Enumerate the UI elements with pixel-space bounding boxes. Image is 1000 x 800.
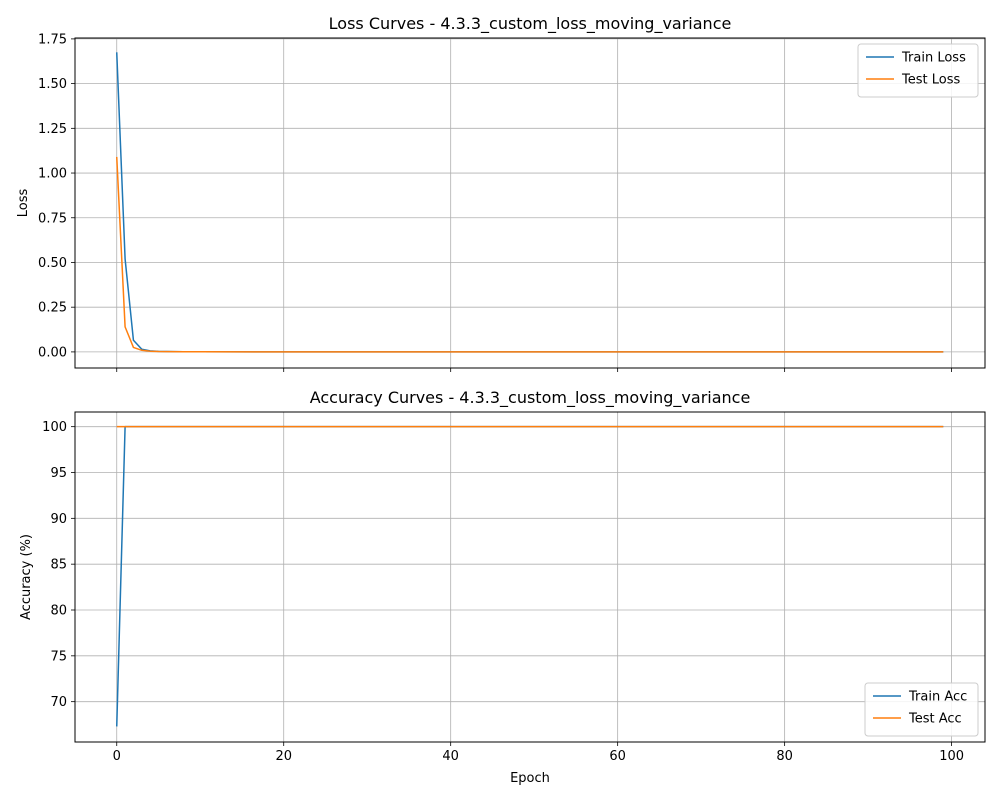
y-axis-label: Accuracy (%) xyxy=(19,534,34,620)
legend-label-1: Test Acc xyxy=(908,712,962,727)
chart-title: Loss Curves - 4.3.3_custom_loss_moving_v… xyxy=(329,14,732,34)
y-tick-label: 70 xyxy=(50,695,67,710)
x-tick-label: 40 xyxy=(442,749,459,764)
y-tick-label: 1.50 xyxy=(38,77,67,92)
series-line-1 xyxy=(115,156,944,353)
y-tick-label: 75 xyxy=(50,649,67,664)
y-tick-label: 0.75 xyxy=(38,211,67,226)
legend-label-0: Train Loss xyxy=(901,51,966,66)
x-tick-label: 100 xyxy=(939,749,964,764)
y-tick-label: 0.50 xyxy=(38,256,67,271)
y-tick-label: 95 xyxy=(50,466,67,481)
x-tick-label: 0 xyxy=(113,749,121,764)
y-tick-label: 0.25 xyxy=(38,301,67,316)
axes-frame xyxy=(74,411,986,743)
legend-label-0: Train Acc xyxy=(908,690,967,705)
x-tick-label: 60 xyxy=(609,749,626,764)
y-tick-label: 90 xyxy=(50,512,67,527)
y-axis-label: Loss xyxy=(16,189,31,218)
legend-label-1: Test Loss xyxy=(901,73,960,88)
axes-frame xyxy=(74,37,986,369)
x-tick-label: 80 xyxy=(776,749,793,764)
y-tick-label: 100 xyxy=(42,420,67,435)
y-tick-label: 80 xyxy=(50,604,67,619)
accuracy-chart: 0 20 40 60 80 100 70 75 80 85 90 95 100 Accuracy Curv… xyxy=(19,388,986,786)
y-tick-label: 1.00 xyxy=(38,167,67,182)
series-line-0 xyxy=(115,425,944,727)
y-tick-label: 1.75 xyxy=(38,32,67,47)
x-tick-label: 20 xyxy=(275,749,292,764)
y-tick-label: 1.25 xyxy=(38,122,67,137)
loss-chart: 0.00 0.25 0.50 0.75 1.00 1.25 1.50 1.75 Loss Cur… xyxy=(16,14,986,372)
chart-title: Accuracy Curves - 4.3.3_custom_loss_movi… xyxy=(310,388,751,408)
y-tick-label: 85 xyxy=(50,558,67,573)
y-tick-label: 0.00 xyxy=(38,345,67,360)
x-axis-label: Epoch xyxy=(510,771,550,786)
